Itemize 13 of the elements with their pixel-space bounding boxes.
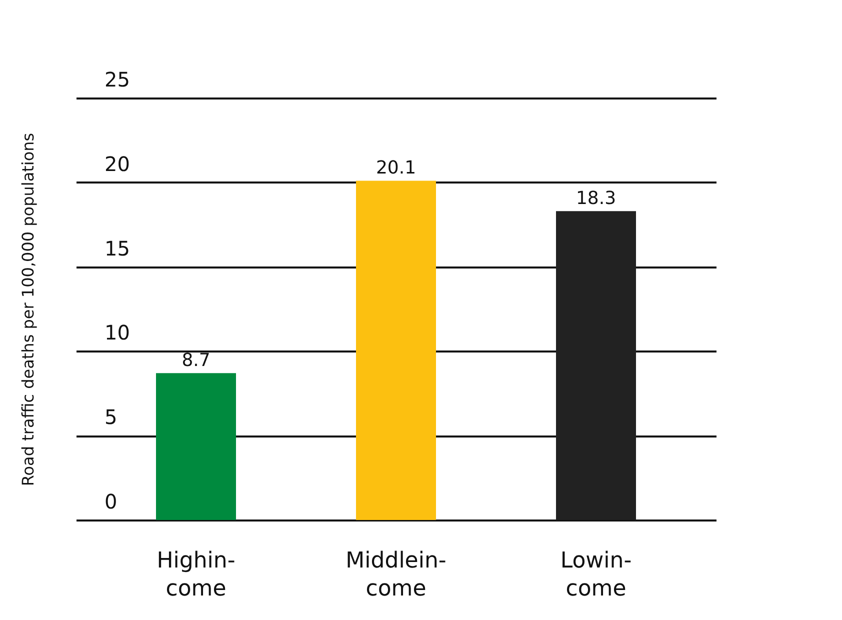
y-tick-label: 0: [104, 490, 118, 514]
y-tick-label: 5: [104, 405, 118, 430]
data-label: 18.3: [576, 188, 616, 210]
y-tick-label: 15: [104, 236, 130, 260]
y-tick-label: 20: [104, 152, 130, 176]
y-axis-title: Road traffic deaths per 100,000 populations: [18, 132, 38, 486]
x-tick-label: Lowin- come: [560, 548, 632, 602]
data-label: 8.7: [182, 350, 210, 372]
x-tick-label: Highin- come: [156, 548, 236, 602]
y-tick-label: 10: [104, 320, 130, 345]
x-tick-label: Middlein- come: [346, 548, 446, 602]
y-tick-label: 25: [104, 68, 130, 92]
data-label: 20.1: [376, 158, 416, 179]
